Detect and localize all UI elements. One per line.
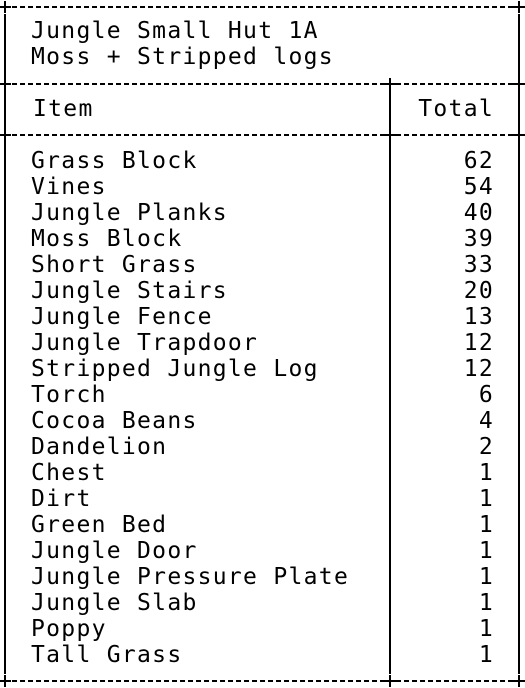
- table-row: Grass Block 62: [0, 148, 525, 174]
- table-row: Jungle Stairs 20: [0, 278, 525, 304]
- table-row: Green Bed 1: [0, 512, 525, 538]
- item-name: Vines: [31, 174, 107, 200]
- item-total: 1: [478, 486, 494, 512]
- item-name: Torch: [31, 382, 107, 408]
- item-name: Jungle Pressure Plate: [31, 564, 350, 590]
- corner-header-left: [0, 129, 11, 141]
- table-row: Tall Grass 1: [0, 642, 525, 668]
- table-row: Chest 1: [0, 460, 525, 486]
- item-name: Jungle Planks: [31, 200, 228, 226]
- item-name: Dandelion: [31, 434, 168, 460]
- item-total: 39: [463, 226, 494, 252]
- item-total: 33: [463, 252, 494, 278]
- header-item: Item: [33, 96, 94, 122]
- table-row: Cocoa Beans 4: [0, 408, 525, 434]
- corner-header-mid: [384, 129, 396, 141]
- table-body: Grass Block 62 Vines 54 Jungle Planks 40 Mo…: [0, 148, 525, 668]
- item-total: 62: [463, 148, 494, 174]
- table-row: Poppy 1: [0, 616, 525, 642]
- header-total: Total: [418, 96, 494, 122]
- table-row: Vines 54: [0, 174, 525, 200]
- item-total: 12: [463, 356, 494, 382]
- item-total: 20: [463, 278, 494, 304]
- table-row: Dandelion 2: [0, 434, 525, 460]
- table-row: Stripped Jungle Log 12: [0, 356, 525, 382]
- item-name: Poppy: [31, 616, 107, 642]
- table-row: Short Grass 33: [0, 252, 525, 278]
- item-total: 1: [478, 512, 494, 538]
- item-name: Short Grass: [31, 252, 198, 278]
- item-total: 1: [478, 564, 494, 590]
- item-name: Jungle Door: [31, 538, 198, 564]
- item-total: 4: [478, 408, 494, 434]
- item-name: Moss Block: [31, 226, 183, 252]
- item-total: 2: [478, 434, 494, 460]
- table-row: Jungle Door 1: [0, 538, 525, 564]
- item-total: 6: [478, 382, 494, 408]
- item-total: 12: [463, 330, 494, 356]
- item-name: Chest: [31, 460, 107, 486]
- corner-title-mid: [384, 78, 396, 90]
- item-name: Jungle Slab: [31, 590, 198, 616]
- item-name: Cocoa Beans: [31, 408, 198, 434]
- header-separator: [4, 134, 520, 136]
- top-border: [4, 6, 520, 8]
- table-row: Jungle Fence 13: [0, 304, 525, 330]
- corner-bottom-left: [0, 675, 11, 687]
- item-name: Tall Grass: [31, 642, 183, 668]
- item-name: Grass Block: [31, 148, 198, 174]
- left-border: [4, 14, 6, 674]
- item-total: 1: [478, 642, 494, 668]
- table-row: Jungle Pressure Plate 1: [0, 564, 525, 590]
- item-total: 40: [463, 200, 494, 226]
- corner-bottom-right: [513, 675, 525, 687]
- title-line-2: Moss + Stripped logs: [31, 44, 334, 70]
- table-row: Jungle Trapdoor 12: [0, 330, 525, 356]
- item-name: Dirt: [31, 486, 92, 512]
- corner-title-left: [0, 78, 11, 90]
- corner-top-left: [0, 1, 11, 13]
- title-line-1: Jungle Small Hut 1A: [31, 18, 319, 44]
- corner-header-right: [513, 129, 525, 141]
- table-row: Dirt 1: [0, 486, 525, 512]
- right-border: [518, 14, 520, 674]
- corner-top-right: [513, 1, 525, 13]
- item-total: 1: [478, 538, 494, 564]
- column-divider: [389, 90, 391, 674]
- item-name: Jungle Stairs: [31, 278, 228, 304]
- bottom-border: [4, 680, 520, 682]
- item-total: 1: [478, 616, 494, 642]
- item-name: Stripped Jungle Log: [31, 356, 319, 382]
- table-row: Jungle Planks 40: [0, 200, 525, 226]
- item-total: 1: [478, 590, 494, 616]
- corner-title-right: [513, 78, 525, 90]
- table-row: Jungle Slab 1: [0, 590, 525, 616]
- item-name: Green Bed: [31, 512, 168, 538]
- item-total: 1: [478, 460, 494, 486]
- table-row: Moss Block 39: [0, 226, 525, 252]
- table-row: Torch 6: [0, 382, 525, 408]
- item-total: 54: [463, 174, 494, 200]
- item-name: Jungle Trapdoor: [31, 330, 259, 356]
- title-separator: [4, 83, 520, 85]
- item-name: Jungle Fence: [31, 304, 213, 330]
- item-total: 13: [463, 304, 494, 330]
- corner-bottom-mid: [384, 675, 396, 687]
